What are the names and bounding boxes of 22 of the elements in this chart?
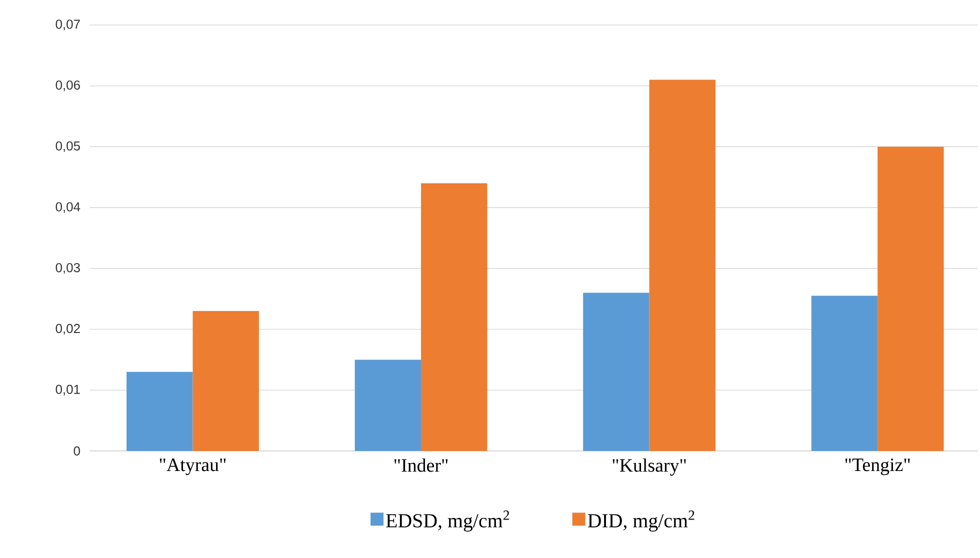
y-tick-label: 0,03 bbox=[56, 263, 80, 274]
x-tick-label: "Tengiz" bbox=[845, 458, 910, 476]
bar bbox=[811, 296, 878, 451]
legend-label: EDSD, mg/cm$^{2}$ bbox=[386, 510, 510, 532]
x-tick-label: "Inder" bbox=[394, 458, 448, 472]
bar bbox=[649, 80, 716, 451]
bar bbox=[583, 292, 650, 451]
bar bbox=[192, 311, 259, 451]
y-tick-label: 0,07 bbox=[56, 20, 80, 30]
y-tick-label: 0,05 bbox=[56, 141, 80, 152]
y-tick-label: 0 bbox=[74, 446, 80, 456]
x-tick-label: "Kulsary" bbox=[612, 458, 686, 476]
bar bbox=[878, 146, 944, 451]
y-tick-label: 0,01 bbox=[56, 384, 80, 396]
legend-label: DID, mg/cm$^{2}$ bbox=[588, 510, 694, 532]
bar bbox=[421, 183, 488, 451]
y-tick-label: 0,04 bbox=[56, 202, 80, 213]
x-tick-label: "Atyrau" bbox=[160, 458, 226, 476]
bar bbox=[126, 372, 193, 451]
y-tick-label: 0,06 bbox=[56, 80, 80, 92]
bar bbox=[354, 360, 422, 451]
y-tick-label: 0,02 bbox=[56, 324, 80, 335]
